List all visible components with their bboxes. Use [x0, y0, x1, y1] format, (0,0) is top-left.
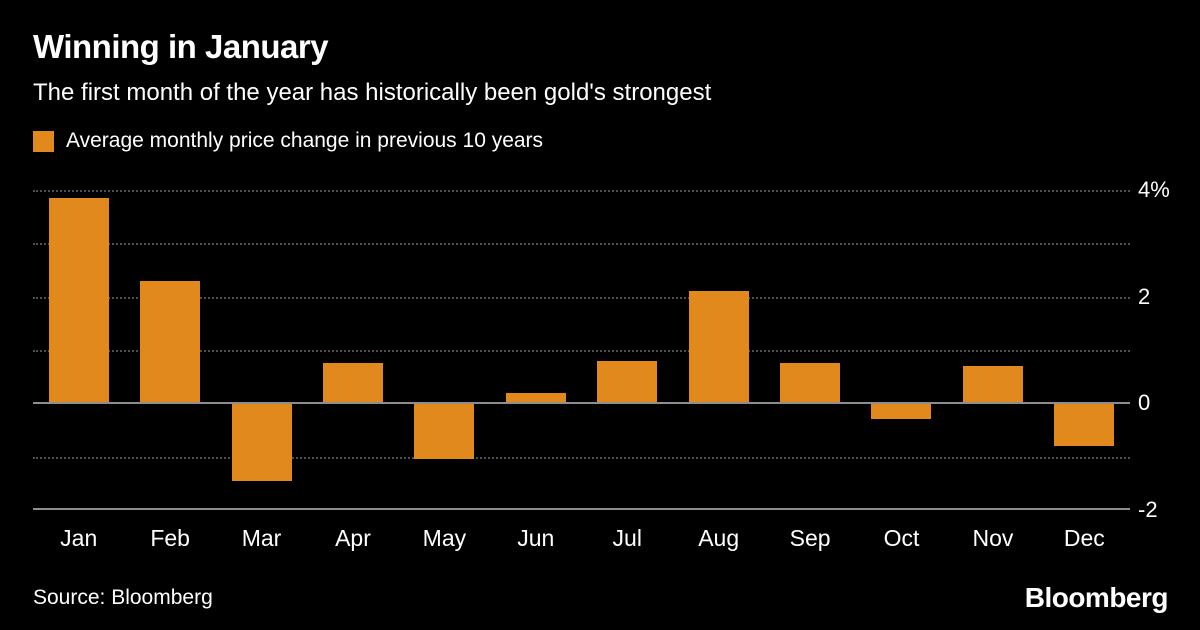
bar-aug — [688, 291, 749, 404]
bar-apr — [322, 363, 383, 404]
y-axis-label: 4% — [1138, 177, 1170, 202]
x-axis-label: Apr — [335, 525, 371, 551]
x-axis-label: Oct — [883, 525, 920, 551]
bar-dec — [1054, 403, 1115, 446]
legend: Average monthly price change in previous… — [33, 129, 543, 153]
x-axis-label: Feb — [150, 525, 190, 551]
y-axis: 4% 2 0 -2 — [1138, 177, 1200, 522]
plot-area — [33, 190, 1130, 510]
bar-jun — [505, 392, 566, 404]
bar-sep — [780, 363, 841, 404]
x-axis-label: Mar — [241, 525, 282, 551]
source-note: Source: Bloomberg — [33, 586, 213, 609]
chart-title: Winning in January — [33, 28, 329, 65]
bar-may — [414, 403, 475, 460]
x-axis: Jan Feb Mar Apr May Jun Jul Aug Sep Oct Nov Dec — [33, 525, 1130, 552]
bar-nov — [962, 366, 1023, 404]
gridline — [33, 350, 1130, 352]
x-axis-label: Sep — [789, 525, 831, 551]
bar-jan — [48, 198, 109, 404]
bloomberg-logo: Bloomberg — [1024, 582, 1169, 613]
bar-oct — [871, 403, 932, 420]
zero-line — [33, 402, 1130, 405]
y-axis-label: -2 — [1138, 497, 1158, 522]
gridline — [33, 190, 1130, 192]
x-axis-label: Nov — [972, 525, 1014, 551]
y-axis-label: 2 — [1138, 283, 1151, 309]
chart-subtitle: The first month of the year has historic… — [33, 79, 712, 106]
x-axis-label: Jul — [612, 525, 642, 551]
gridline — [33, 456, 1130, 459]
y-axis-label: 0 — [1138, 390, 1151, 416]
x-axis-label: Jun — [517, 525, 555, 551]
bar-feb — [140, 280, 201, 404]
legend-swatch — [33, 130, 54, 152]
x-axis-label: Jan — [60, 525, 98, 551]
bar-jul — [597, 360, 658, 404]
gridline — [33, 296, 1130, 299]
bar-mar — [231, 403, 292, 481]
x-axis-label: Aug — [698, 525, 740, 551]
x-axis-label: May — [422, 525, 467, 551]
gridline — [33, 243, 1130, 246]
legend-label: Average monthly price change in previous… — [66, 129, 544, 152]
x-axis-label: Dec — [1063, 525, 1105, 551]
